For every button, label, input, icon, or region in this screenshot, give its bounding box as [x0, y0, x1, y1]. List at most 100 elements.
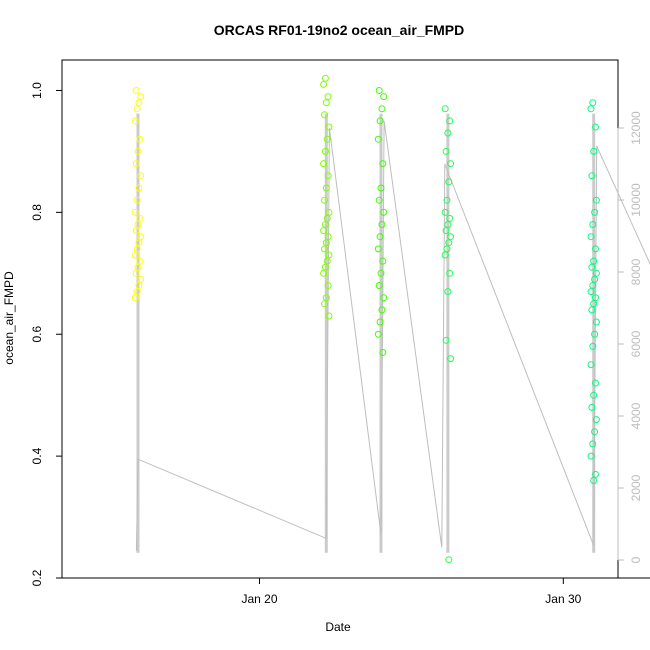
data-point — [374, 245, 382, 253]
data-point — [589, 221, 597, 228]
data-point — [591, 275, 599, 283]
data-point — [132, 269, 140, 277]
data-point — [321, 221, 329, 228]
altitude-line — [135, 120, 650, 552]
y2-tick-label: 6000 — [629, 330, 643, 357]
secondary-y-axis: 0 2000 4000 6000 8000 10000 12000 — [617, 111, 643, 563]
data-point — [132, 227, 140, 235]
altitude-band — [136, 113, 140, 553]
data-point — [321, 245, 328, 253]
data-point — [322, 184, 330, 192]
data-point — [134, 263, 142, 271]
series-RF02 — [320, 74, 333, 320]
y2-tick-label: 8000 — [629, 258, 643, 285]
data-point — [587, 288, 595, 296]
series-RF05 — [587, 99, 600, 484]
altitude-band — [446, 113, 450, 553]
y-tick-label: 0.8 — [30, 204, 44, 221]
data-point — [592, 318, 600, 326]
data-point — [377, 269, 385, 277]
y-tick-label: 0.6 — [30, 326, 44, 343]
data-point — [587, 452, 595, 460]
data-point — [588, 263, 596, 271]
data-point — [587, 105, 595, 113]
data-point — [442, 147, 450, 155]
data-point — [592, 379, 599, 387]
data-point — [137, 275, 145, 283]
data-point — [443, 196, 451, 204]
data-point — [376, 117, 384, 125]
data-point — [589, 440, 597, 448]
data-point — [321, 263, 329, 271]
data-point — [378, 221, 386, 228]
data-point — [137, 233, 145, 241]
y-tick-label: 0.4 — [30, 447, 44, 464]
y-tick-label: 0.2 — [30, 569, 44, 586]
y2-tick-label: 12000 — [629, 111, 643, 145]
data-point — [321, 74, 329, 82]
data-point — [447, 233, 455, 241]
data-point — [379, 160, 387, 168]
data-point — [446, 117, 454, 125]
data-point — [325, 251, 333, 259]
data-point — [375, 196, 383, 204]
data-point — [374, 330, 382, 338]
data-point — [588, 306, 596, 314]
y2-tick-label: 4000 — [629, 402, 643, 429]
data-point — [588, 403, 596, 411]
data-point — [133, 105, 141, 113]
data-point — [444, 288, 452, 296]
data-point — [376, 318, 384, 326]
points-layer — [131, 74, 600, 564]
data-point — [321, 147, 329, 155]
y2-tick-label: 2000 — [629, 474, 643, 501]
data-point — [590, 147, 598, 155]
data-point — [376, 233, 384, 241]
data-point — [591, 428, 599, 436]
data-point — [325, 312, 333, 320]
data-point — [131, 251, 139, 259]
chart-title: ORCAS RF01-19no2 ocean_air_FMPD — [214, 22, 465, 38]
data-point — [592, 196, 600, 204]
x-tick-label: Jan 20 — [241, 592, 277, 606]
data-point — [377, 184, 385, 192]
data-point — [133, 196, 141, 204]
y-tick-label: 1.0 — [30, 82, 44, 99]
data-point — [131, 208, 139, 216]
data-point — [322, 239, 330, 247]
data-point — [380, 208, 388, 216]
data-point — [136, 257, 144, 265]
series-RF04 — [441, 105, 455, 564]
y2-tick-label: 10000 — [629, 183, 643, 217]
data-point — [132, 87, 140, 94]
data-point — [135, 184, 143, 192]
data-point — [447, 355, 455, 363]
data-point — [379, 349, 387, 356]
data-point — [444, 221, 452, 228]
altitude-band — [324, 113, 328, 553]
data-point — [135, 282, 143, 289]
data-point — [446, 269, 454, 277]
data-point — [380, 294, 388, 302]
data-point — [380, 93, 388, 101]
data-point — [136, 135, 144, 143]
data-point — [447, 160, 455, 168]
data-point — [441, 208, 449, 216]
series-RF03 — [374, 87, 388, 356]
data-point — [133, 245, 141, 253]
data-point — [589, 282, 597, 289]
data-point — [442, 227, 450, 235]
data-point — [131, 117, 139, 125]
data-point — [590, 391, 598, 399]
data-point — [378, 105, 386, 113]
data-point — [322, 99, 330, 107]
data-point — [590, 477, 598, 484]
data-point — [592, 294, 599, 302]
data-point — [445, 178, 453, 186]
data-point — [320, 227, 328, 235]
data-point — [374, 135, 382, 143]
data-point — [445, 239, 453, 247]
data-point — [591, 330, 599, 338]
series-RF01 — [131, 87, 145, 302]
